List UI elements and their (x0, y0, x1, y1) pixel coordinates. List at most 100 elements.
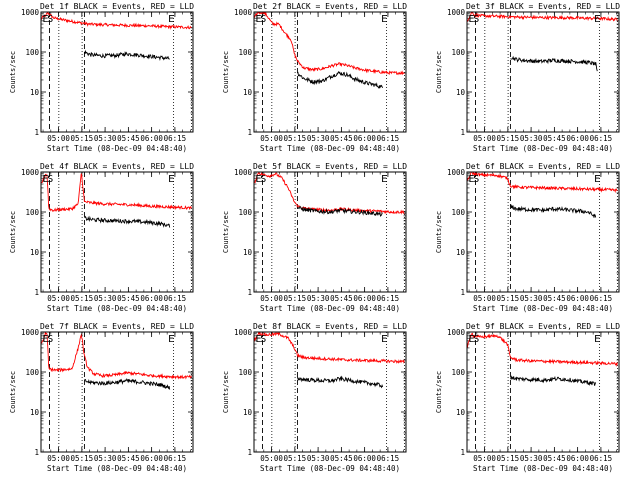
marker-label-e-end: E (168, 334, 174, 345)
detector-panel-8: Det 8f BLACK = Events, RED = LLD Counts/s… (222, 322, 407, 473)
y-tick-label: 1000 (21, 168, 40, 177)
marker-label-s: S (260, 334, 266, 345)
plot-frame (253, 171, 407, 293)
x-axis-label: Start Time (08-Dec-09 04:48:40) (47, 304, 187, 313)
y-tick-label: 1 (460, 128, 465, 137)
marker-label-s: S (260, 14, 266, 25)
events-series-line (297, 70, 384, 90)
marker-label-e-end: E (168, 14, 174, 25)
x-tick-label: 05:00 (473, 134, 496, 143)
marker-label-e: E (43, 174, 49, 185)
plot-frame (40, 331, 194, 453)
lld-series-line (254, 332, 405, 364)
marker-label-s: S (47, 174, 53, 185)
y-tick-label: 1000 (21, 328, 40, 337)
x-axis-label: Start Time (08-Dec-09 04:48:40) (473, 304, 613, 313)
y-tick-label: 100 (25, 368, 39, 377)
events-series-line (297, 205, 383, 217)
x-tick-label: 05:15 (497, 454, 520, 463)
plot-frame (253, 11, 407, 133)
x-tick-label: 05:30 (94, 454, 117, 463)
y-tick-label: 1000 (234, 168, 253, 177)
y-tick-label: 1 (460, 288, 465, 297)
y-tick-label: 100 (25, 48, 39, 57)
x-tick-label: 05:15 (71, 454, 94, 463)
plot-frame (40, 171, 194, 293)
y-tick-label: 1000 (447, 328, 466, 337)
y-tick-label: 10 (30, 88, 40, 97)
marker-label-s: S (47, 14, 53, 25)
detector-panel-1: Det 1f BLACK = Events, RED = LLD Counts/s… (9, 2, 194, 153)
x-tick-label: 06:15 (590, 134, 613, 143)
x-tick-label: 05:45 (117, 454, 140, 463)
y-tick-label: 10 (456, 248, 466, 257)
panel-title: Det 7f BLACK = Events, RED = LLD (40, 322, 194, 331)
y-tick-label: 10 (456, 408, 466, 417)
y-axis-label: Counts/sec (222, 211, 230, 253)
detector-panel-9: Det 9f BLACK = Events, RED = LLD Counts/s… (435, 322, 620, 473)
y-tick-label: 100 (451, 208, 465, 217)
x-axis-label: Start Time (08-Dec-09 04:48:40) (473, 144, 613, 153)
x-tick-label: 05:30 (307, 454, 330, 463)
marker-label-e-end: E (594, 14, 600, 25)
detector-panel-5: Det 5f BLACK = Events, RED = LLD Counts/s… (222, 162, 407, 313)
x-tick-label: 06:00 (566, 454, 589, 463)
y-axis-label: Counts/sec (435, 371, 443, 413)
x-tick-label: 05:00 (473, 454, 496, 463)
x-tick-label: 05:15 (284, 134, 307, 143)
x-tick-label: 05:30 (307, 134, 330, 143)
marker-label-s: S (473, 174, 479, 185)
x-tick-label: 05:45 (330, 454, 353, 463)
y-axis-label: Counts/sec (435, 211, 443, 253)
y-axis-label: Counts/sec (9, 211, 17, 253)
y-tick-label: 1 (247, 128, 252, 137)
x-tick-label: 06:15 (164, 454, 187, 463)
x-tick-label: 06:15 (377, 454, 400, 463)
plot-frame (466, 331, 620, 453)
marker-label-e-end: E (381, 174, 387, 185)
x-tick-label: 05:30 (520, 454, 543, 463)
x-tick-label: 06:15 (164, 134, 187, 143)
y-tick-label: 100 (238, 208, 252, 217)
marker-label-e: E (43, 334, 49, 345)
x-tick-label: 06:00 (353, 134, 376, 143)
x-tick-label: 05:15 (497, 294, 520, 303)
events-series-line (84, 215, 171, 228)
x-axis-label: Start Time (08-Dec-09 04:48:40) (47, 144, 187, 153)
x-tick-label: 05:45 (117, 294, 140, 303)
x-tick-label: 05:45 (543, 454, 566, 463)
lld-series-line (254, 12, 405, 76)
y-tick-label: 1 (34, 128, 39, 137)
panel-title: Det 5f BLACK = Events, RED = LLD (253, 162, 407, 171)
x-tick-label: 05:00 (260, 454, 283, 463)
lld-series-line (467, 172, 618, 194)
x-axis-label: Start Time (08-Dec-09 04:48:40) (260, 144, 400, 153)
x-tick-label: 06:00 (140, 134, 163, 143)
x-tick-label: 06:15 (377, 294, 400, 303)
events-series-line (296, 375, 384, 389)
x-tick-label: 06:15 (590, 294, 613, 303)
y-tick-label: 100 (238, 368, 252, 377)
y-tick-label: 1 (247, 448, 252, 457)
detector-panel-6: Det 6f BLACK = Events, RED = LLD Counts/s… (435, 162, 620, 313)
y-tick-label: 100 (451, 368, 465, 377)
x-tick-label: 05:15 (497, 134, 520, 143)
marker-label-e: E (256, 14, 262, 25)
y-tick-label: 1000 (234, 8, 253, 17)
x-axis-label: Start Time (08-Dec-09 04:48:40) (260, 304, 400, 313)
x-tick-label: 05:00 (47, 294, 70, 303)
x-tick-label: 05:30 (520, 134, 543, 143)
x-tick-label: 05:00 (260, 134, 283, 143)
y-tick-label: 100 (238, 48, 252, 57)
plot-frame (466, 11, 620, 133)
y-axis-label: Counts/sec (9, 51, 17, 93)
panel-title: Det 2f BLACK = Events, RED = LLD (253, 2, 407, 11)
events-series-line (510, 204, 597, 218)
events-series-line (83, 49, 170, 61)
x-tick-label: 05:30 (307, 294, 330, 303)
marker-label-e: E (469, 14, 475, 25)
events-series-line (509, 375, 597, 387)
marker-label-e-end: E (381, 14, 387, 25)
x-tick-label: 06:00 (566, 294, 589, 303)
